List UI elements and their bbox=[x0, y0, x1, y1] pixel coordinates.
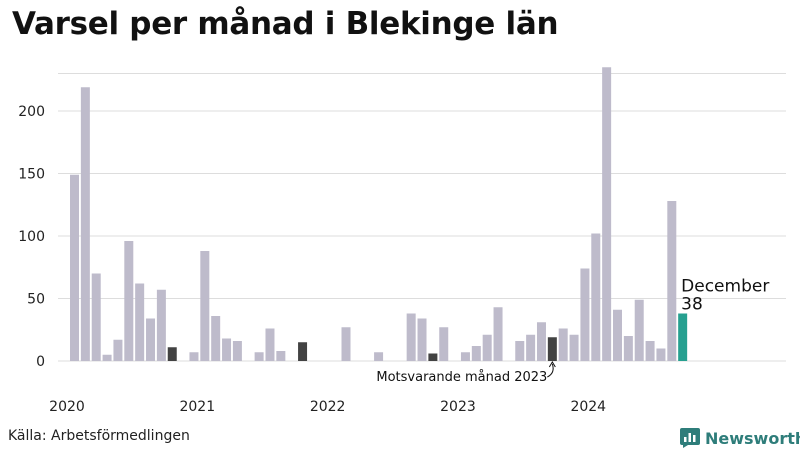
x-tick-label: 2023 bbox=[440, 399, 476, 415]
bar bbox=[439, 327, 449, 361]
y-axis-ticks: 0 50 100 150 200 bbox=[18, 104, 45, 370]
bar bbox=[526, 334, 536, 361]
bar bbox=[547, 337, 557, 361]
bar bbox=[602, 67, 612, 361]
x-tick-label: 2021 bbox=[179, 399, 215, 415]
bar bbox=[471, 346, 481, 361]
bar bbox=[298, 342, 308, 361]
bar bbox=[167, 347, 177, 361]
bar bbox=[580, 268, 590, 361]
bar bbox=[124, 241, 134, 361]
x-tick-label: 2024 bbox=[570, 399, 606, 415]
bar bbox=[515, 341, 525, 361]
bar bbox=[536, 322, 546, 361]
callout-month: December bbox=[681, 277, 769, 297]
bar bbox=[341, 327, 351, 361]
annotation-text: Motsvarande månad 2023 bbox=[376, 370, 547, 385]
bar bbox=[80, 87, 90, 361]
chart-title: Varsel per månad i Blekinge län bbox=[12, 6, 559, 42]
y-tick-label: 100 bbox=[18, 229, 45, 245]
bar bbox=[569, 334, 579, 361]
x-tick-label: 2022 bbox=[310, 399, 346, 415]
bar bbox=[189, 352, 199, 361]
bar bbox=[634, 299, 644, 361]
bars bbox=[70, 67, 688, 361]
bar bbox=[232, 341, 242, 361]
bar bbox=[102, 354, 112, 361]
bar bbox=[406, 313, 416, 361]
y-tick-label: 50 bbox=[27, 292, 45, 308]
bar bbox=[254, 352, 264, 361]
bar bbox=[656, 348, 666, 361]
bar bbox=[591, 233, 601, 361]
bar bbox=[428, 353, 438, 361]
bar bbox=[211, 316, 221, 361]
bar bbox=[91, 273, 101, 361]
bar bbox=[70, 174, 79, 361]
bar bbox=[558, 328, 568, 361]
source-text: Källa: Arbetsförmedlingen bbox=[8, 428, 190, 444]
bar bbox=[482, 334, 492, 361]
bar bbox=[200, 251, 210, 361]
bar bbox=[417, 318, 427, 361]
callout-value: 38 bbox=[681, 295, 703, 315]
bar bbox=[613, 309, 622, 361]
bar bbox=[156, 289, 166, 361]
bar bbox=[460, 352, 470, 361]
brand-name: Newsworthy bbox=[705, 428, 800, 448]
y-tick-label: 200 bbox=[18, 104, 45, 120]
bar bbox=[113, 339, 123, 361]
bar bbox=[265, 328, 275, 361]
bar bbox=[222, 338, 232, 361]
annotation-arrow bbox=[547, 363, 554, 378]
arrow-head bbox=[548, 361, 556, 368]
bar bbox=[276, 351, 286, 361]
x-axis-ticks: 2020 2021 2022 2023 2024 bbox=[49, 399, 606, 415]
gridlines bbox=[58, 73, 786, 362]
bar bbox=[678, 313, 688, 361]
x-tick-label: 2020 bbox=[49, 399, 85, 415]
chart-logo-icon bbox=[680, 428, 700, 448]
y-tick-label: 0 bbox=[36, 354, 45, 370]
bar bbox=[667, 201, 677, 361]
bar bbox=[493, 307, 503, 361]
bar bbox=[146, 318, 156, 361]
brand-logo[interactable]: Newsworthy bbox=[680, 428, 800, 448]
bar-chart: 0 50 100 150 200 2020 2021 2022 2023 2024 Motsva… bbox=[18, 67, 786, 415]
bar bbox=[374, 352, 384, 361]
y-tick-label: 150 bbox=[18, 167, 45, 183]
bar bbox=[135, 283, 145, 361]
bar bbox=[623, 336, 633, 361]
bar bbox=[645, 341, 655, 361]
